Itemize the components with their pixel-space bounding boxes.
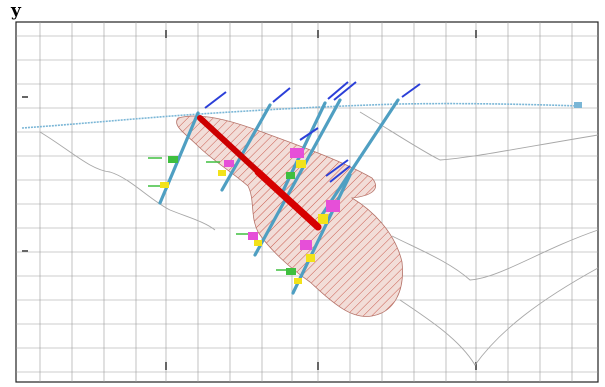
drill-hole-collar-labels bbox=[204, 81, 421, 183]
surface-topography bbox=[21, 102, 581, 129]
assay-labels bbox=[148, 157, 288, 271]
grid-tick-marks bbox=[22, 30, 477, 370]
drill-hole-5 bbox=[318, 98, 400, 220]
main-intercept-lower bbox=[254, 168, 322, 231]
drill-hole-4 bbox=[253, 98, 342, 257]
assay-intervals bbox=[160, 148, 340, 284]
geology-contacts bbox=[39, 111, 599, 366]
panel-label: y bbox=[11, 1, 21, 21]
surface-end-marker bbox=[574, 102, 582, 108]
drill-hole-6 bbox=[291, 173, 352, 295]
drill-hole-2 bbox=[220, 103, 272, 192]
grid-lines bbox=[16, 22, 598, 382]
